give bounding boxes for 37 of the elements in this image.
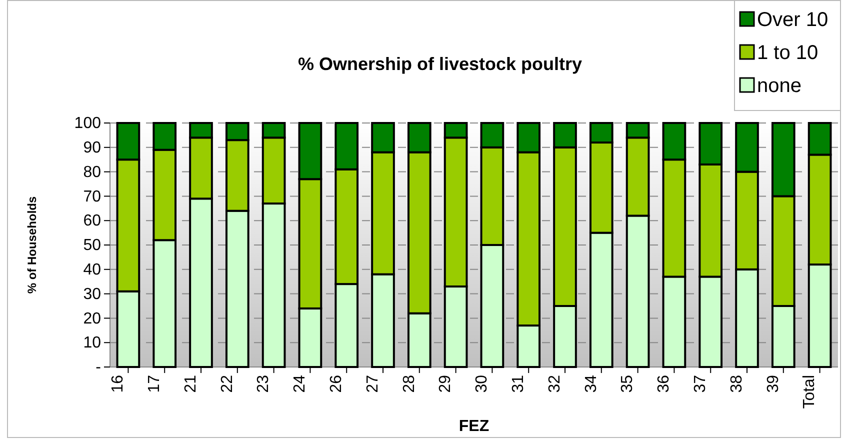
x-tick-label: 38 <box>728 374 746 393</box>
x-tick-label: 21 <box>182 374 200 393</box>
legend-label: Over 10 <box>757 9 828 31</box>
y-tick-label: 40 <box>83 262 102 279</box>
y-axis-title: % of Households <box>25 196 39 294</box>
x-tick-label: 35 <box>619 374 636 393</box>
x-tick-label: 22 <box>218 374 236 393</box>
x-tick-label: 34 <box>582 374 600 393</box>
y-tick-label: 70 <box>83 188 102 206</box>
legend-label: none <box>757 75 802 97</box>
y-tick-label: 80 <box>83 164 102 181</box>
x-axis-title: FEZ <box>458 418 490 435</box>
y-tick-label: 30 <box>83 286 102 303</box>
chart-title: % Ownership of livestock poultry <box>298 54 582 74</box>
y-tick-label: 10 <box>83 334 102 352</box>
x-tick-label: 17 <box>146 374 163 393</box>
x-tick-label: 24 <box>292 374 309 393</box>
x-tick-label: 23 <box>255 374 272 393</box>
x-tick-label: 26 <box>328 374 345 393</box>
x-tick-label: 30 <box>474 374 491 393</box>
x-tick-label: 32 <box>546 374 564 393</box>
x-tick-label: 16 <box>110 374 127 393</box>
x-tick-label: 31 <box>510 374 527 393</box>
x-tick-label: 37 <box>692 374 709 393</box>
y-tick-label: 20 <box>83 310 102 328</box>
x-tick-label: 28 <box>400 374 418 393</box>
legend-label: 1 to 10 <box>757 42 818 64</box>
y-tick-label: 50 <box>83 237 102 254</box>
y-tick-label: 100 <box>74 115 102 132</box>
x-tick-label: 39 <box>764 374 782 393</box>
x-tick-label: 27 <box>364 374 382 393</box>
y-tick-label: - <box>96 359 101 376</box>
x-tick-label: 36 <box>656 374 673 393</box>
x-tick-label: 29 <box>437 374 454 393</box>
y-tick-label: 90 <box>83 140 102 157</box>
x-tick-label: Total <box>801 375 818 409</box>
y-tick-label: 60 <box>83 212 102 230</box>
